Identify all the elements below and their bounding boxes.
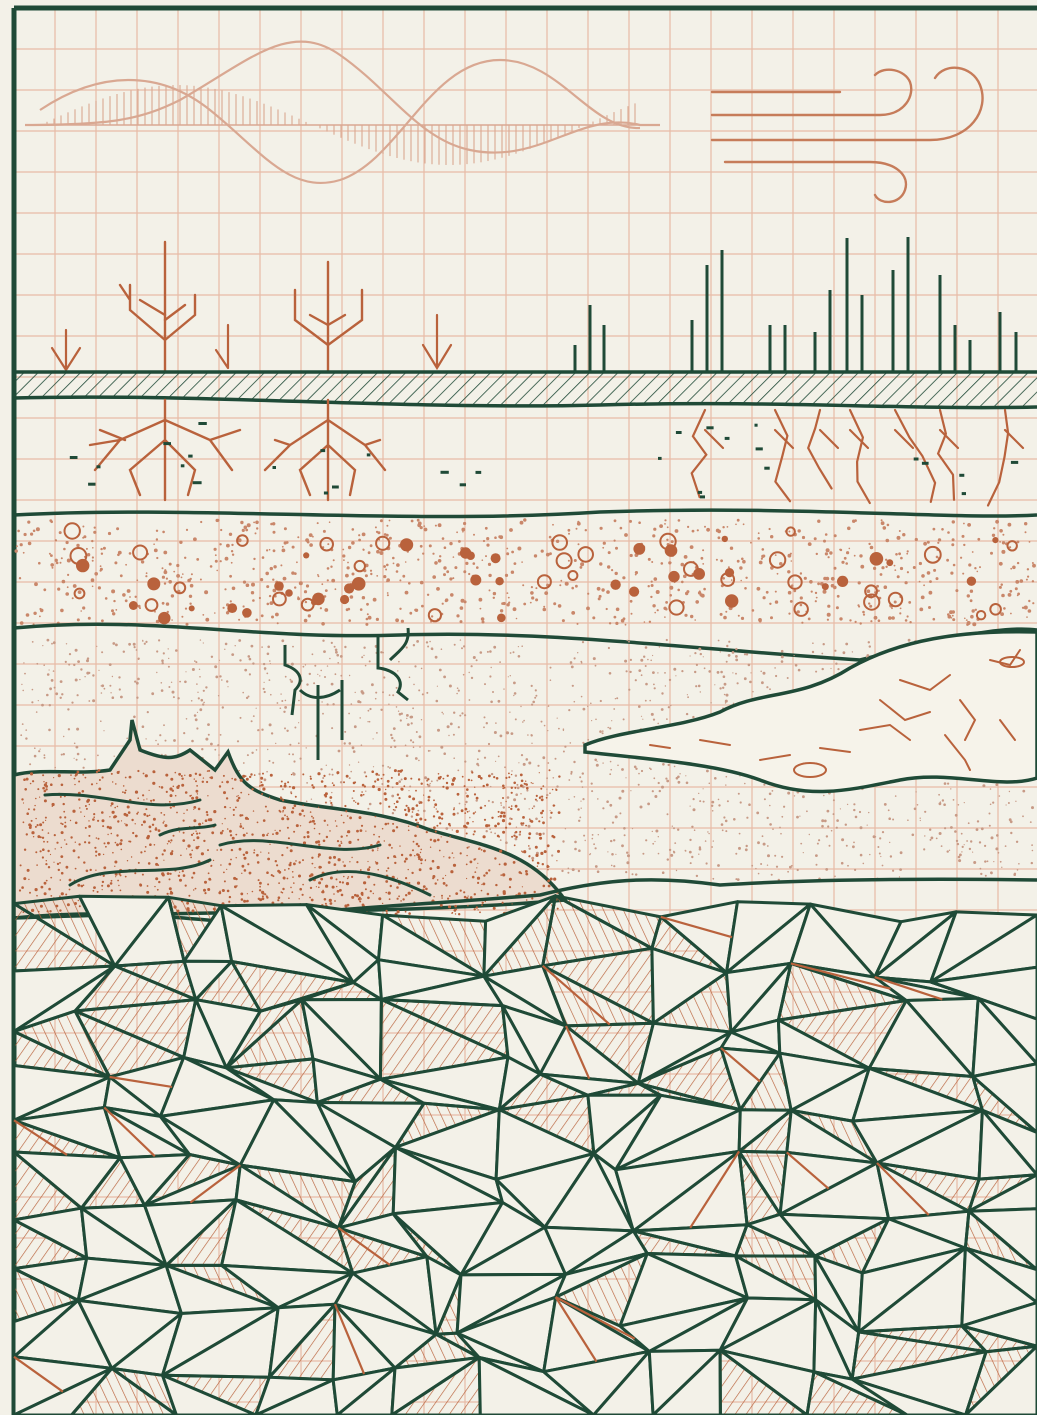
rain-arrows (50, 313, 453, 373)
sine-wave-icon (24, 40, 660, 185)
infiltration-channels (283, 627, 410, 760)
soil-specks (69, 422, 1019, 499)
clay-lens (583, 630, 1037, 794)
fractured-bedrock (12, 894, 1037, 1415)
wind-icon (710, 66, 984, 204)
topsoil-hatch (13, 370, 1037, 410)
pebble-layer (13, 508, 1037, 627)
plant-roots (88, 398, 387, 502)
plant-stems (118, 240, 364, 374)
sediment-mound (12, 719, 569, 920)
grass-blades (573, 237, 1018, 372)
fine-roots (690, 408, 1025, 507)
